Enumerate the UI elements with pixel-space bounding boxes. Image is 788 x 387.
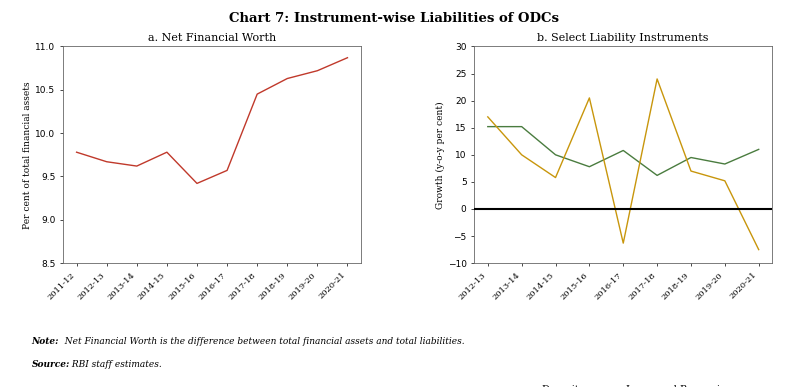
Loans and Borrowings [686,169,696,173]
Text: Chart 7: Instrument-wise Liabilities of ODCs: Chart 7: Instrument-wise Liabilities of … [229,12,559,25]
Text: RBI staff estimates.: RBI staff estimates. [69,360,162,369]
Deposits [585,164,594,169]
Loans and Borrowings [619,241,628,245]
Title: b. Select Liability Instruments: b. Select Liability Instruments [537,33,709,43]
Text: Note:: Note: [32,337,59,346]
Loans and Borrowings [585,96,594,100]
Loans and Borrowings [652,77,662,81]
Deposits [517,124,526,129]
Loans and Borrowings [551,175,560,180]
Line: Deposits: Deposits [488,127,759,175]
Legend: Deposits, Loans and Borrowings: Deposits, Loans and Borrowings [505,381,742,387]
Deposits [720,162,730,166]
Text: Source:: Source: [32,360,70,369]
Loans and Borrowings [483,115,492,119]
Deposits [652,173,662,178]
Y-axis label: Growth (y-o-y per cent): Growth (y-o-y per cent) [436,101,445,209]
Loans and Borrowings [754,247,764,252]
Title: a. Net Financial Worth: a. Net Financial Worth [148,33,276,43]
Loans and Borrowings [720,178,730,183]
Deposits [686,155,696,160]
Deposits [551,152,560,157]
Deposits [754,147,764,152]
Loans and Borrowings [517,152,526,157]
Deposits [619,148,628,153]
Line: Loans and Borrowings: Loans and Borrowings [488,79,759,250]
Deposits [483,124,492,129]
Text: Net Financial Worth is the difference between total financial assets and total l: Net Financial Worth is the difference be… [59,337,465,346]
Y-axis label: Per cent of total financial assets: Per cent of total financial assets [24,81,32,229]
